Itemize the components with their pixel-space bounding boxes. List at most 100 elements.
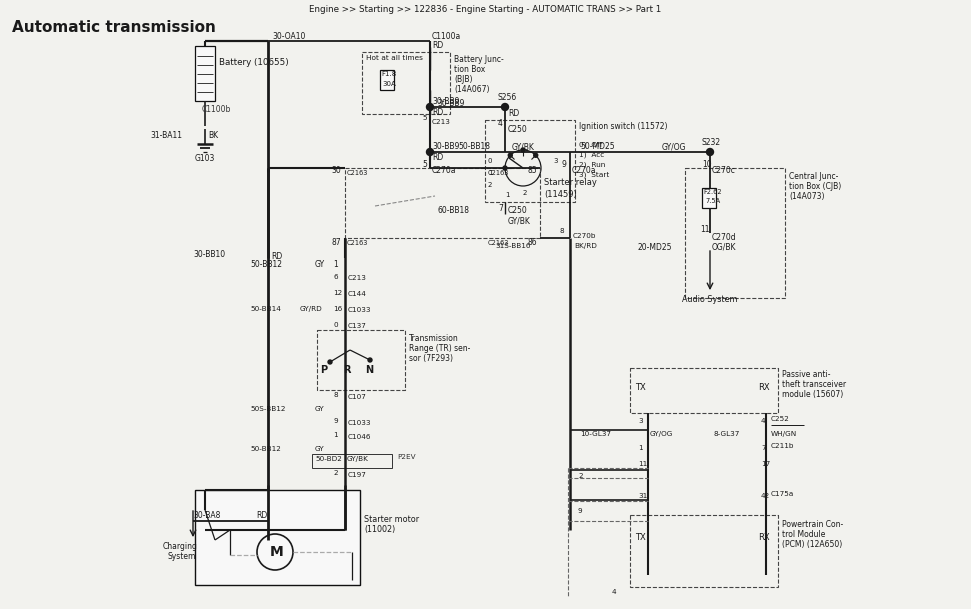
Text: 50-BB12: 50-BB12: [250, 260, 282, 269]
Text: 4: 4: [761, 418, 765, 424]
Bar: [312, 454, 392, 468]
Text: GY: GY: [315, 406, 324, 412]
Text: 4: 4: [498, 119, 503, 128]
Text: 3: 3: [638, 418, 643, 424]
Text: 2: 2: [578, 473, 583, 479]
Text: C270a: C270a: [432, 166, 456, 175]
Text: C250: C250: [508, 125, 528, 134]
Bar: [195, 490, 360, 585]
Text: 31: 31: [638, 493, 648, 499]
Text: 5: 5: [422, 160, 427, 169]
Text: 2)  Run: 2) Run: [579, 162, 605, 169]
Text: C270c: C270c: [712, 166, 736, 175]
Text: (14A073): (14A073): [789, 192, 824, 201]
Text: C211b: C211b: [771, 443, 794, 449]
Text: module (15607): module (15607): [782, 390, 843, 399]
Text: M: M: [270, 545, 284, 559]
Text: C1046: C1046: [348, 434, 372, 440]
Text: 7.5A: 7.5A: [705, 198, 720, 204]
Text: P: P: [320, 365, 327, 375]
Text: (14A067): (14A067): [454, 85, 489, 94]
Text: RD: RD: [271, 252, 283, 261]
Text: 42: 42: [761, 493, 770, 499]
Text: 8: 8: [560, 228, 564, 234]
Text: N: N: [365, 365, 373, 375]
Text: 50S-BB12: 50S-BB12: [250, 406, 285, 412]
Bar: [380, 70, 394, 90]
Text: 20-MD25: 20-MD25: [638, 243, 673, 252]
Text: C1100b: C1100b: [202, 105, 231, 114]
Circle shape: [501, 104, 509, 110]
Circle shape: [328, 360, 332, 364]
Bar: [702, 188, 716, 208]
Text: WH/GN: WH/GN: [771, 431, 797, 437]
Text: Ignition switch (11572): Ignition switch (11572): [579, 122, 667, 131]
Text: System: System: [168, 552, 196, 561]
Text: RX: RX: [758, 383, 770, 392]
Text: 30-BB10: 30-BB10: [193, 250, 225, 259]
Text: C144: C144: [348, 291, 367, 297]
Text: 86: 86: [528, 238, 538, 247]
Text: RD: RD: [432, 41, 443, 50]
Text: 50-BB12: 50-BB12: [250, 446, 281, 452]
Text: OG/BK: OG/BK: [712, 243, 736, 252]
Text: 10: 10: [702, 160, 712, 169]
Text: GY/OG: GY/OG: [650, 431, 673, 437]
Text: 3: 3: [553, 158, 557, 164]
Circle shape: [534, 153, 538, 157]
Text: S232: S232: [702, 138, 721, 147]
Text: 2: 2: [523, 190, 527, 196]
Text: 9: 9: [578, 508, 583, 514]
Text: (11459): (11459): [544, 190, 577, 199]
Text: trol Module: trol Module: [782, 530, 825, 539]
Text: 16: 16: [333, 306, 342, 312]
Text: 1: 1: [488, 170, 492, 176]
Text: R: R: [343, 365, 351, 375]
Text: 31S-BB16: 31S-BB16: [495, 243, 530, 249]
Text: Engine >> Starting >> 122836 - Engine Starting - AUTOMATIC TRANS >> Part 1: Engine >> Starting >> 122836 - Engine St…: [309, 5, 661, 14]
Text: 9: 9: [562, 160, 567, 169]
Text: 31-BA11: 31-BA11: [150, 131, 182, 140]
Text: 30: 30: [331, 166, 341, 175]
Circle shape: [426, 149, 433, 155]
Text: 0: 0: [488, 158, 492, 164]
Text: 0: 0: [333, 322, 338, 328]
Text: 30-BA8: 30-BA8: [193, 511, 220, 520]
Text: RX: RX: [758, 533, 770, 542]
Text: 4: 4: [612, 589, 617, 595]
Bar: [317, 330, 405, 390]
Text: 0)  Off: 0) Off: [579, 142, 602, 149]
Text: 7: 7: [761, 445, 765, 451]
Text: C1033: C1033: [348, 420, 372, 426]
Text: 60-BB18: 60-BB18: [437, 206, 469, 215]
Text: 30-OA10: 30-OA10: [272, 32, 305, 41]
Text: C1033: C1033: [348, 307, 372, 313]
Text: 8-GL37: 8-GL37: [713, 431, 739, 437]
Text: 50-BB14: 50-BB14: [250, 306, 281, 312]
Text: Charging: Charging: [163, 542, 198, 551]
Text: 30-BB9: 30-BB9: [437, 99, 464, 108]
Text: 1: 1: [505, 192, 510, 198]
Text: C107: C107: [348, 394, 367, 400]
Text: C213: C213: [348, 275, 367, 281]
Text: C270a: C270a: [572, 166, 596, 175]
Text: Starter relay: Starter relay: [544, 178, 597, 187]
Text: F2.62: F2.62: [703, 189, 721, 195]
Text: C270d: C270d: [712, 233, 737, 242]
Text: 1)  Acc: 1) Acc: [579, 152, 604, 158]
Text: C2163: C2163: [488, 170, 510, 176]
Text: Range (TR) sen-: Range (TR) sen-: [409, 344, 470, 353]
Circle shape: [707, 149, 714, 155]
Bar: [362, 52, 450, 114]
Circle shape: [503, 166, 507, 170]
Bar: [195, 46, 215, 101]
Text: 1: 1: [638, 445, 643, 451]
Text: 2: 2: [488, 182, 492, 188]
Bar: [485, 120, 575, 202]
Text: 6: 6: [333, 274, 338, 280]
Text: TX: TX: [635, 383, 646, 392]
Text: GY/BK: GY/BK: [347, 456, 369, 462]
Text: 3)  Start: 3) Start: [579, 172, 609, 178]
Text: 30-BB9: 30-BB9: [432, 97, 459, 106]
Text: GY/OG: GY/OG: [662, 142, 686, 151]
